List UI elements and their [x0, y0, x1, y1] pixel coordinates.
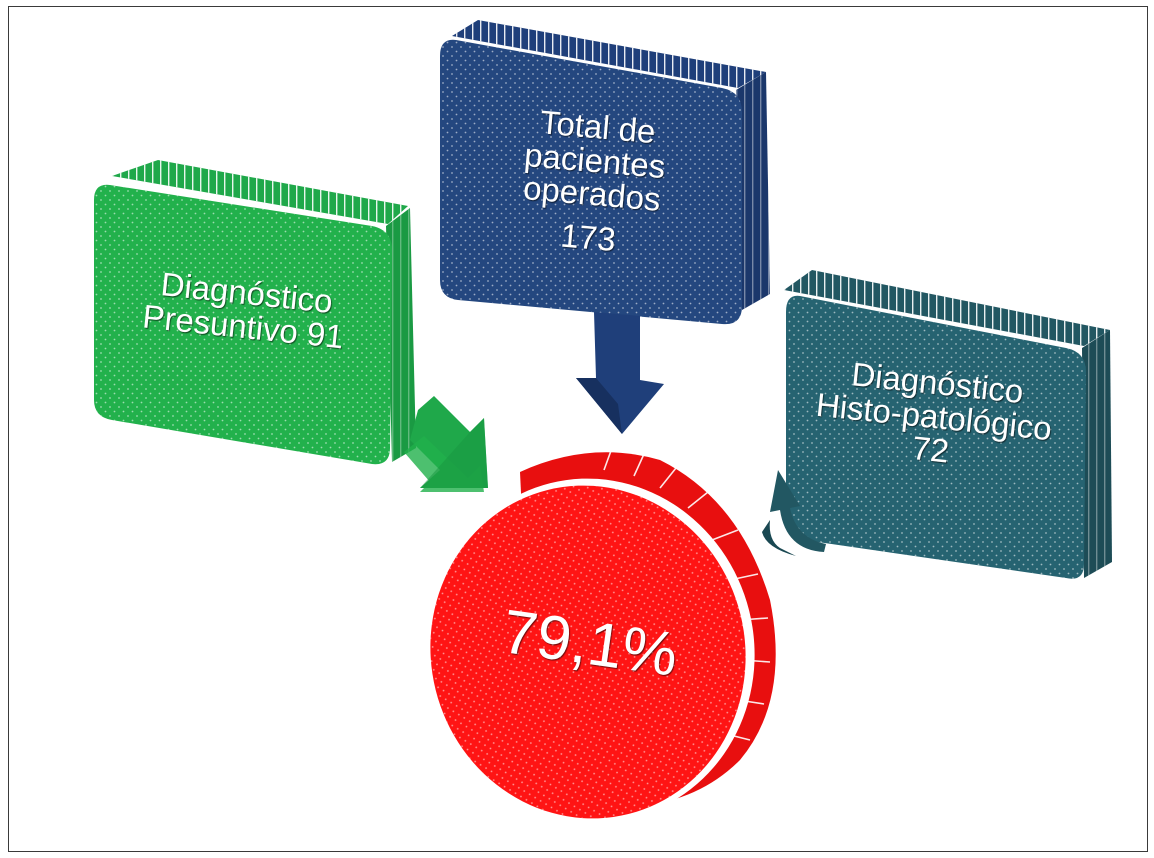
result-coin: [429, 447, 776, 822]
total-label: Total de pacientes operados 173: [452, 99, 734, 267]
total-box: [440, 20, 770, 325]
presuntivo-arrow: [404, 396, 488, 492]
total-arrow: [576, 312, 664, 434]
histo-box: [784, 270, 1112, 579]
histo-arrow: [762, 470, 826, 556]
presuntivo-box: [94, 160, 416, 465]
